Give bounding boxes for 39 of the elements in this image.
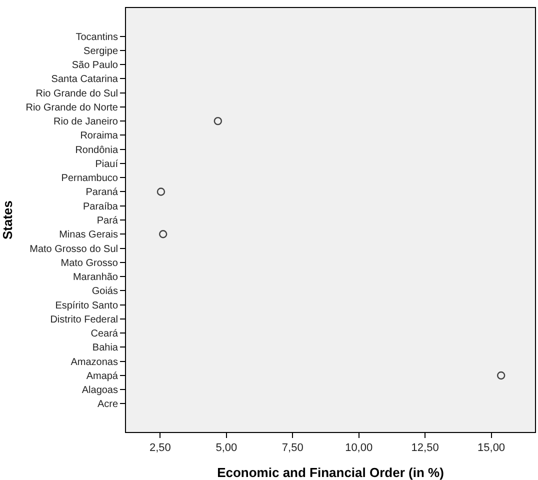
y-tick-label: Amazonas xyxy=(70,356,118,368)
y-tick-label: Minas Gerais xyxy=(59,230,118,241)
y-tick-label: Amapá xyxy=(86,370,118,382)
y-tick-label: Bahia xyxy=(92,342,118,354)
y-tick-label: Roraima xyxy=(80,130,118,142)
x-axis-title: Economic and Financial Order (in %) xyxy=(217,465,444,480)
y-tick-label: Rio de Janeiro xyxy=(54,116,118,128)
point xyxy=(214,116,222,126)
y-tick-label: Piauí xyxy=(95,158,118,170)
y-tick-label: Paraná xyxy=(86,187,118,198)
y-tick-label: Distrito Federal xyxy=(50,314,118,326)
x-tick-label: 10,00 xyxy=(345,442,373,454)
y-tick-label: Ceará xyxy=(90,328,118,340)
x-tick-label: 2,50 xyxy=(149,442,171,454)
x-tick-label: 7,50 xyxy=(282,442,304,454)
y-tick-label: Rio Grande do Sul xyxy=(36,88,118,100)
y-tick-label: São Paulo xyxy=(72,60,118,72)
point xyxy=(156,188,166,196)
y-tick-label: Alagoas xyxy=(82,385,118,396)
y-axis-title: States xyxy=(0,200,15,240)
y-tick-label: Mato Grosso do Sul xyxy=(30,244,118,255)
y-tick-label: Pará xyxy=(96,216,118,226)
point xyxy=(496,371,506,380)
point xyxy=(158,230,168,238)
y-tick-label: Rondônia xyxy=(75,144,118,156)
y-tick-label: Tocantins xyxy=(76,32,118,43)
y-tick-label: Sergipe xyxy=(84,46,118,57)
y-tick-label: Maranhão xyxy=(72,272,118,284)
x-tick-label: 15,00 xyxy=(478,442,506,454)
y-tick-label: Pernambuco xyxy=(61,173,118,184)
y-tick-label: Acre xyxy=(97,399,118,410)
y-tick-label: Espírito Santo xyxy=(55,300,118,312)
x-tick-label: 12,50 xyxy=(411,442,439,454)
y-tick-label: Mato Grosso xyxy=(60,258,118,269)
y-tick-label: Goiás xyxy=(92,286,118,298)
y-tick-label: Rio Grande do Norte xyxy=(26,102,118,114)
y-tick-label: Santa Catarina xyxy=(51,74,118,86)
x-tick-label: 5,00 xyxy=(216,442,238,454)
y-tick-label: Paraíba xyxy=(82,201,118,212)
